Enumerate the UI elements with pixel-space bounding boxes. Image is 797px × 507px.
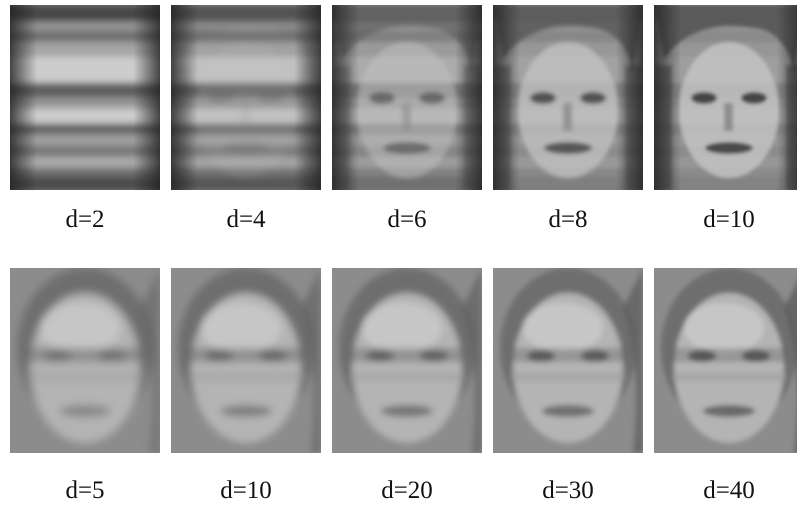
reconstruction-image-row2-1 bbox=[10, 268, 160, 453]
caption-row2-2: d=10 bbox=[220, 477, 272, 504]
caption-row2-3: d=20 bbox=[381, 477, 433, 504]
caption-row1-5: d=10 bbox=[703, 206, 755, 233]
reconstruction-image-row2-2 bbox=[171, 268, 321, 453]
caption-row1-4: d=8 bbox=[548, 206, 588, 233]
caption-row2-1: d=5 bbox=[65, 477, 105, 504]
reconstruction-image-row1-3 bbox=[332, 5, 482, 190]
reconstruction-image-row2-4 bbox=[493, 268, 643, 453]
reconstruction-image-row2-3 bbox=[332, 268, 482, 453]
caption-row2-4: d=30 bbox=[542, 477, 594, 504]
reconstruction-image-row1-5 bbox=[654, 5, 797, 190]
caption-row2-5: d=40 bbox=[703, 477, 755, 504]
reconstruction-image-row1-4 bbox=[493, 5, 643, 190]
reconstruction-image-row1-2 bbox=[171, 5, 321, 190]
caption-row1-2: d=4 bbox=[226, 206, 266, 233]
reconstruction-image-row1-1 bbox=[10, 5, 160, 190]
reconstruction-image-row2-5 bbox=[654, 268, 797, 453]
caption-row1-1: d=2 bbox=[65, 206, 105, 233]
caption-row1-3: d=6 bbox=[387, 206, 427, 233]
